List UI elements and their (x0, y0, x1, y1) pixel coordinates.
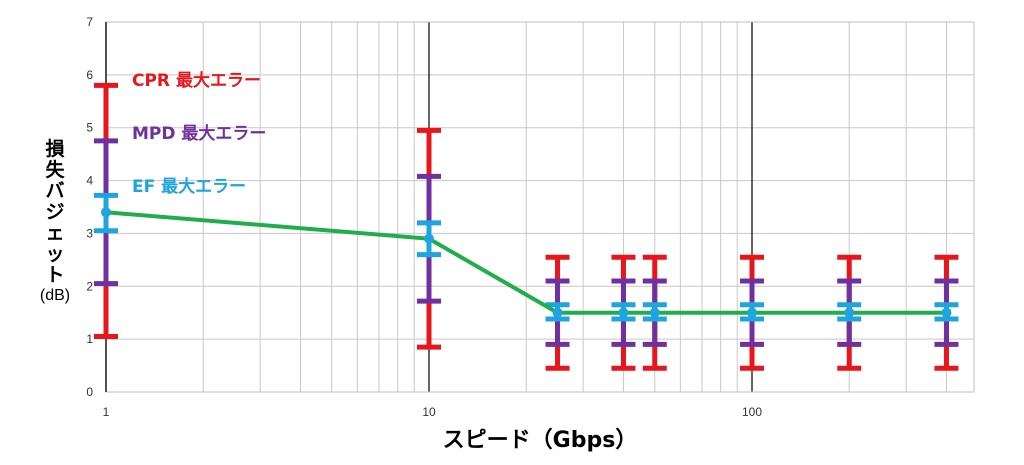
y-tick-label: 4 (86, 174, 93, 188)
y-tick-label: 6 (86, 68, 93, 82)
y-axis-title-char: 失 (45, 158, 65, 181)
x-axis-title: スピード（Gbps） (443, 428, 638, 453)
x-tick-label: 100 (742, 405, 762, 419)
y-axis-title-char: ェ (45, 222, 64, 244)
y-axis-title-char: バ (45, 180, 64, 202)
y-tick-label: 1 (86, 332, 93, 346)
data-line (105, 210, 947, 315)
plot-background (106, 22, 974, 392)
y-axis-title-char: ジ (45, 201, 64, 223)
y-tick-label: 5 (86, 121, 93, 135)
data-point (747, 307, 757, 318)
y-tick-label: 0 (86, 385, 93, 399)
data-point (618, 307, 629, 318)
x-tick-label: 10 (422, 405, 436, 419)
y-tick-label: 2 (86, 279, 93, 293)
main-line-group (101, 207, 952, 318)
legend-item: EF 最大エラー (132, 176, 246, 197)
y-tick-label: 3 (86, 226, 93, 240)
y-tick-label: 7 (86, 15, 93, 29)
legend: CPR 最大エラー MPD 最大エラー EF 最大エラー (132, 70, 266, 197)
data-point (424, 233, 434, 244)
data-point (101, 207, 111, 218)
data-point (552, 307, 563, 318)
legend-item: MPD 最大エラー (132, 123, 266, 144)
y-axis-title-char: 損 (45, 138, 65, 160)
data-point (941, 307, 952, 318)
y-axis-title-char: ッ (45, 243, 64, 265)
y-axis-unit: (dB) (40, 287, 70, 304)
data-point (844, 307, 855, 318)
x-tick-label: 1 (103, 405, 110, 419)
y-axis-title-char: ト (45, 264, 64, 286)
data-point (649, 307, 660, 318)
legend-item: CPR 最大エラー (132, 70, 261, 91)
